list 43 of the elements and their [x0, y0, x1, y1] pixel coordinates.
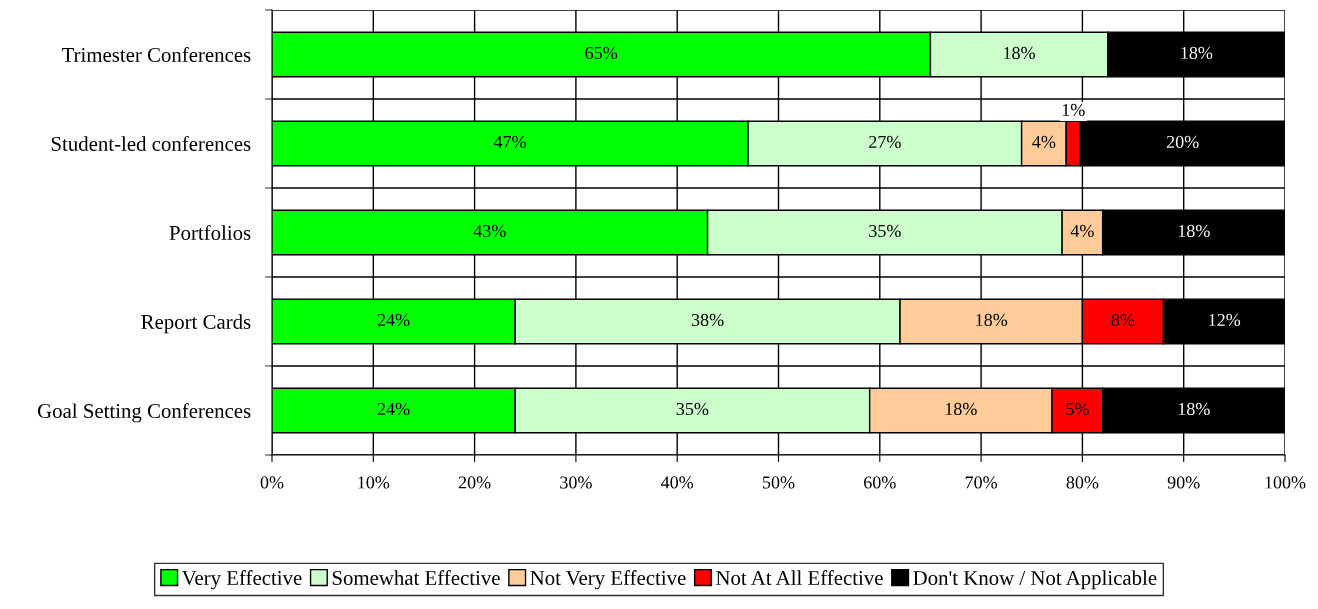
data-label: 8% — [1111, 313, 1135, 327]
y-tick-label: Trimester Conferences — [61, 47, 251, 62]
y-tick-label: Report Cards — [141, 314, 251, 334]
legend-label: Somewhat Effective — [332, 570, 500, 585]
legend-label: Not Very Effective — [530, 570, 686, 590]
data-label: 27% — [869, 135, 901, 149]
x-tick-label: 60% — [864, 476, 896, 489]
data-label: 4% — [1032, 135, 1056, 149]
x-tick-label: 50% — [763, 476, 795, 489]
legend-label: Not At All Effective — [716, 570, 883, 585]
x-tick-label: 20% — [458, 476, 491, 489]
data-label: 1% — [1062, 103, 1085, 117]
x-tick-label: 40% — [661, 476, 694, 489]
data-label: 18% — [1178, 402, 1210, 416]
legend-label: Very Effective — [181, 570, 302, 590]
x-tick-label: 80% — [1066, 476, 1099, 489]
data-label: 24% — [377, 402, 410, 416]
data-label: 5% — [1066, 402, 1089, 416]
x-tick-label: 10% — [358, 476, 390, 489]
data-label: 47% — [493, 135, 526, 149]
x-tick-label: 100% — [1265, 476, 1306, 489]
data-label: 24% — [377, 313, 410, 327]
x-tick-label: 0% — [260, 476, 284, 489]
legend-label: Don't Know / Not Applicable — [913, 570, 1157, 590]
data-label: 38% — [691, 313, 724, 327]
data-label: 18% — [1178, 224, 1210, 238]
data-label: 18% — [976, 313, 1008, 327]
data-label: 18% — [1181, 46, 1213, 60]
data-label: 35% — [869, 224, 901, 238]
x-tick-label: 70% — [965, 476, 998, 489]
x-tick-label: 30% — [560, 476, 592, 489]
data-label: 18% — [945, 402, 977, 416]
data-label: 4% — [1070, 224, 1094, 238]
data-label: 18% — [1004, 46, 1036, 60]
x-tick-label: 90% — [1167, 476, 1200, 489]
data-label: 20% — [1166, 135, 1199, 149]
data-label: 43% — [473, 224, 506, 238]
y-tick-label: Portfolios — [169, 225, 251, 240]
data-label: 12% — [1209, 313, 1241, 327]
y-tick-label: Goal Setting Conferences — [37, 403, 251, 423]
data-label: 35% — [676, 402, 709, 416]
data-label: 65% — [585, 46, 618, 60]
y-tick-label: Student-led conferences — [51, 136, 251, 151]
